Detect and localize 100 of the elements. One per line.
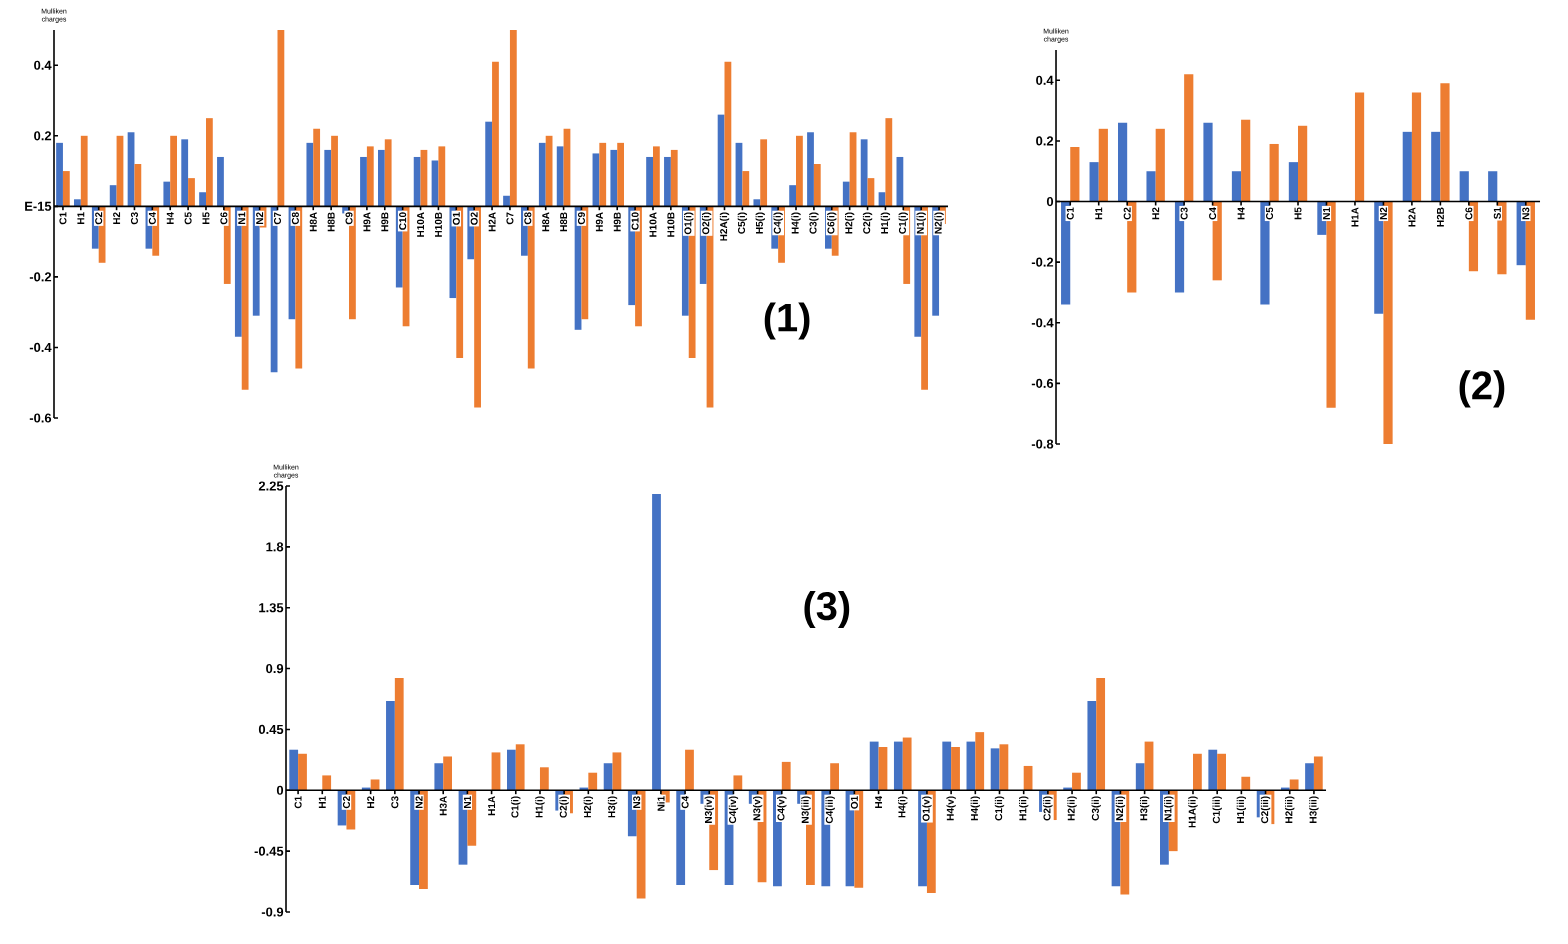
bar xyxy=(1217,753,1226,791)
bar xyxy=(1488,171,1498,202)
bar xyxy=(349,206,356,320)
bar xyxy=(975,732,985,791)
bar xyxy=(1087,701,1097,791)
bar xyxy=(1241,119,1251,202)
bar xyxy=(1260,201,1270,305)
bar xyxy=(1098,128,1108,202)
bar xyxy=(360,156,367,207)
bar xyxy=(1402,131,1412,202)
bar xyxy=(413,156,421,207)
bar xyxy=(485,121,493,207)
bar xyxy=(1298,125,1308,202)
bar xyxy=(492,61,499,207)
bar xyxy=(603,763,613,791)
bar xyxy=(676,790,686,885)
bar xyxy=(1459,171,1469,202)
bar xyxy=(854,790,864,888)
bar xyxy=(685,749,694,791)
bar xyxy=(1431,131,1441,202)
bar xyxy=(1135,763,1145,791)
bar xyxy=(241,206,249,390)
bar xyxy=(1192,753,1202,791)
bar xyxy=(860,139,868,207)
bar xyxy=(813,164,821,207)
bar xyxy=(506,749,516,791)
bar xyxy=(581,206,589,320)
bar xyxy=(474,206,481,408)
bar xyxy=(134,164,142,207)
bar xyxy=(1440,83,1450,202)
bar xyxy=(588,772,598,791)
annotation: (2) xyxy=(1459,370,1505,408)
bar xyxy=(539,767,549,791)
bar xyxy=(990,748,1000,791)
bar xyxy=(893,741,903,791)
bar xyxy=(664,156,671,207)
bar xyxy=(1383,201,1393,444)
bar xyxy=(515,744,525,791)
bar xyxy=(646,156,653,207)
bar xyxy=(1289,779,1299,791)
bar xyxy=(443,756,453,791)
bar xyxy=(331,135,338,207)
bar xyxy=(1070,146,1080,202)
bar xyxy=(599,142,607,207)
bar xyxy=(509,29,517,207)
bar xyxy=(170,135,178,207)
bar xyxy=(1155,128,1165,202)
bar xyxy=(109,185,117,207)
bar xyxy=(1203,122,1213,202)
bar xyxy=(62,171,70,207)
bar xyxy=(419,790,428,890)
bar xyxy=(1117,122,1128,202)
bar xyxy=(842,181,850,207)
bar xyxy=(885,118,893,207)
bar xyxy=(902,737,912,791)
bar xyxy=(199,192,206,207)
bar xyxy=(742,171,750,207)
bar xyxy=(1208,749,1218,791)
bar xyxy=(1354,92,1365,202)
bar xyxy=(733,775,743,791)
bar xyxy=(434,763,444,791)
bar xyxy=(942,741,952,791)
bar xyxy=(545,135,553,207)
bar xyxy=(56,142,63,207)
bar xyxy=(1241,776,1251,791)
bar xyxy=(753,199,761,207)
bar xyxy=(322,775,332,791)
bar xyxy=(181,139,189,207)
bar xyxy=(438,146,446,207)
bar xyxy=(1072,772,1081,791)
bar xyxy=(1305,763,1314,791)
bar xyxy=(527,206,535,369)
bar xyxy=(1313,756,1323,791)
bar xyxy=(951,747,960,791)
bar xyxy=(163,181,171,207)
bar xyxy=(1374,201,1384,314)
bar xyxy=(366,146,374,207)
bar xyxy=(1061,201,1071,305)
bar xyxy=(717,114,725,207)
annotation: (1) xyxy=(764,302,810,340)
bar xyxy=(306,142,314,207)
bar xyxy=(635,206,642,327)
bar xyxy=(538,142,546,207)
bar xyxy=(760,139,768,207)
bar xyxy=(1497,201,1507,275)
bar xyxy=(830,763,839,791)
bar xyxy=(456,206,464,359)
bar xyxy=(789,185,797,207)
bar xyxy=(1288,162,1299,202)
bar xyxy=(807,132,814,207)
bar xyxy=(1146,171,1156,202)
bar xyxy=(1326,201,1336,408)
bar xyxy=(1411,92,1422,202)
bar xyxy=(394,678,404,791)
bar xyxy=(652,494,661,791)
bar xyxy=(652,146,660,207)
bar xyxy=(556,146,564,207)
bar xyxy=(217,156,224,207)
bar xyxy=(289,749,299,791)
bar xyxy=(636,790,646,899)
